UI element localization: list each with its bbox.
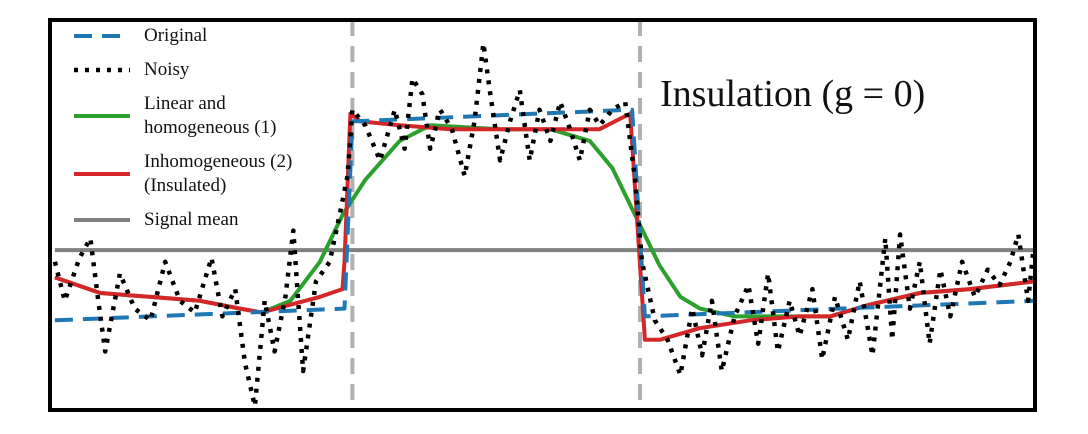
- legend-entry: Inhomogeneous (2) (Insulated): [72, 150, 309, 198]
- series-line: [52, 41, 1036, 409]
- plot-frame: [48, 18, 1037, 412]
- legend-swatch: [74, 34, 130, 38]
- legend-label: Linear and homogeneous (1): [144, 93, 277, 138]
- legend-entry: Noisy: [72, 58, 309, 82]
- legend-label: Signal mean: [144, 209, 239, 230]
- legend-entry: Signal mean: [72, 208, 309, 232]
- legend-swatch: [74, 114, 130, 118]
- legend-swatch: [74, 172, 130, 176]
- chart-title: Insulation (g = 0): [660, 73, 925, 115]
- legend-swatch: [74, 218, 130, 222]
- series-line: [54, 111, 1036, 342]
- legend: Original Noisy Linear and homogeneous (1) I…: [72, 24, 309, 242]
- legend-label: Original: [144, 25, 208, 46]
- legend-entry: Original: [72, 24, 309, 48]
- plot-background: [50, 20, 1035, 410]
- legend-label: Noisy: [144, 59, 190, 80]
- legend-swatch: [74, 67, 130, 73]
- legend-entry: Linear and homogeneous (1): [72, 92, 309, 140]
- marks: [52, 20, 1036, 410]
- legend-label: Inhomogeneous (2) (Insulated): [144, 151, 293, 196]
